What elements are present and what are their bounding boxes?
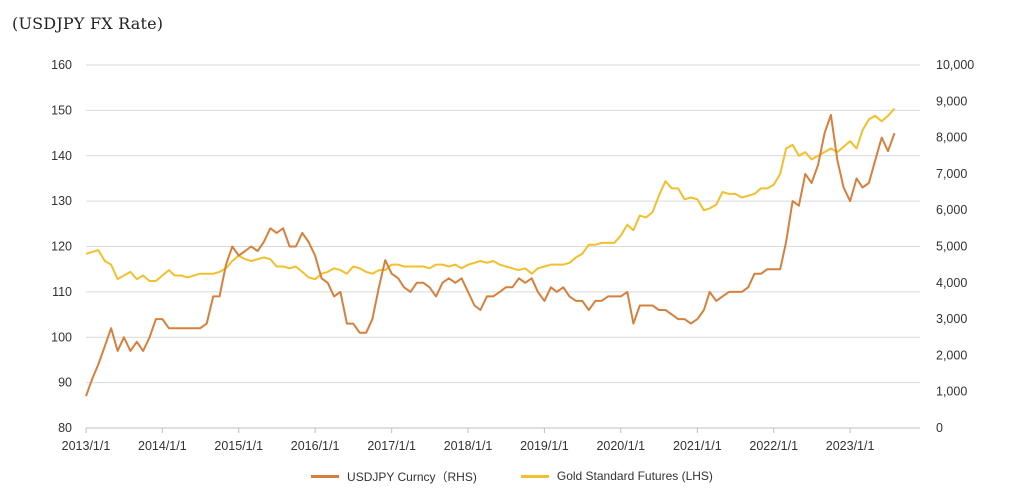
right-axis-tick-label: 2,000 [936, 348, 967, 362]
left-axis-tick-label: 100 [51, 330, 72, 344]
legend-swatch-gold [520, 474, 549, 478]
left-axis-tick-label: 140 [51, 149, 72, 163]
right-axis-tick-label: 9,000 [936, 94, 967, 108]
x-axis-tick-label: 2022/1/1 [749, 439, 798, 453]
left-axis-tick-label: 150 [51, 103, 72, 117]
left-axis-tick-label: 160 [51, 58, 72, 72]
x-axis-tick-label: 2016/1/1 [291, 439, 340, 453]
right-axis-tick-label: 5,000 [936, 240, 967, 254]
series-line-usdjpy [85, 113, 896, 397]
left-axis-tick-label: 90 [58, 376, 72, 390]
x-axis-tick-label: 2023/1/1 [826, 439, 875, 453]
axes [85, 427, 920, 433]
legend-label-usdjpy: USDJPY Curncy（RHS) [347, 469, 477, 484]
legend-swatch-usdjpy [311, 474, 340, 478]
right-axis-tick-label: 8,000 [936, 131, 967, 145]
right-axis-tick-label: 1,000 [936, 385, 967, 399]
left-axis-tick-label: 110 [52, 285, 72, 299]
left-axis-tick-label: 120 [51, 240, 72, 254]
x-axis-tick-label: 2014/1/1 [138, 439, 187, 453]
tick-labels: 80 90 100 110 120 130 140 150 160 0 1,000 2,000 3,00… [51, 58, 974, 453]
right-axis-tick-label: 6,000 [936, 203, 967, 217]
x-axis-tick-label: 2015/1/1 [214, 439, 263, 453]
series-line-gold [85, 107, 896, 282]
x-axis-tick-label: 2020/1/1 [596, 439, 645, 453]
legend-label-gold: Gold Standard Futures (LHS) [556, 469, 713, 483]
gridlines [86, 64, 920, 384]
right-axis-tick-label: 10,000 [936, 58, 974, 72]
right-axis-tick-label: 4,000 [936, 276, 967, 290]
legend-item-usdjpy: USDJPY Curncy（RHS) [311, 468, 477, 485]
series-lines [85, 107, 896, 397]
x-axis-tick-label: 2013/1/1 [62, 439, 111, 453]
left-axis-tick-label: 130 [51, 194, 72, 208]
right-axis-tick-label: 7,000 [936, 167, 967, 181]
x-axis-tick-label: 2019/1/1 [520, 439, 569, 453]
x-axis-tick-label: 2017/1/1 [367, 439, 416, 453]
legend-item-gold: Gold Standard Futures (LHS) [520, 469, 713, 483]
right-axis-tick-label: 0 [936, 421, 943, 435]
legend: USDJPY Curncy（RHS) Gold Standard Futures… [0, 464, 1024, 488]
chart-title: (USDJPY FX Rate) [12, 14, 164, 33]
right-axis-tick-label: 3,000 [936, 312, 967, 326]
x-axis-tick-label: 2021/1/1 [673, 439, 722, 453]
x-axis-tick-label: 2018/1/1 [444, 439, 493, 453]
left-axis-tick-label: 80 [58, 421, 72, 435]
